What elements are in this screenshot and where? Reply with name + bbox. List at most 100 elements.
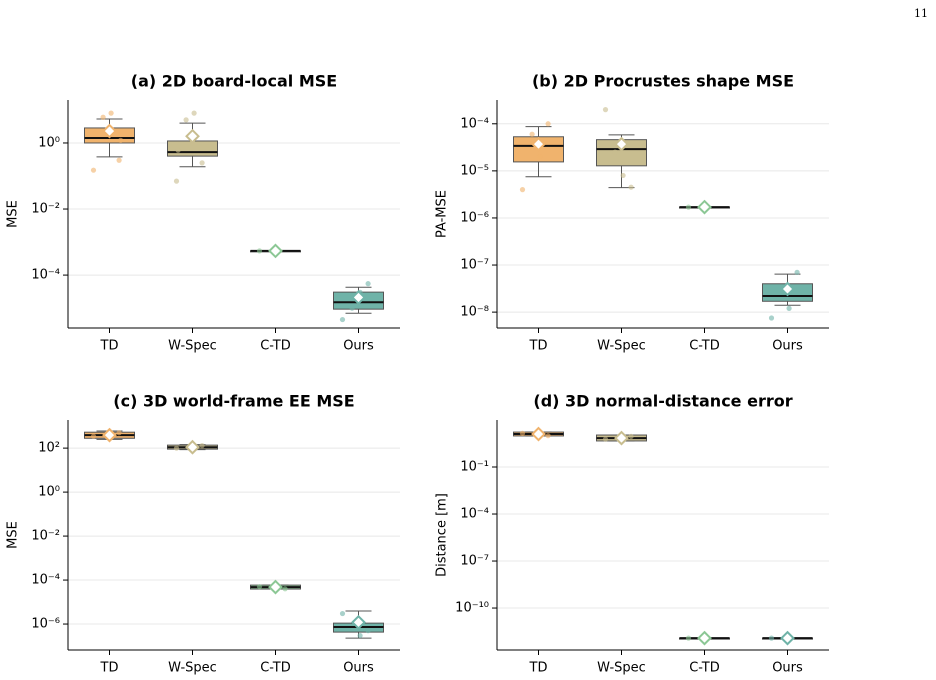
data-point bbox=[339, 610, 346, 617]
mean-marker bbox=[185, 439, 200, 455]
x-tick-label: TD bbox=[100, 661, 119, 676]
data-point bbox=[349, 305, 355, 311]
mean-marker bbox=[351, 614, 366, 630]
y-axis-label: MSE bbox=[6, 521, 21, 549]
y-tick-label: 10⁻¹⁰ bbox=[455, 601, 489, 616]
data-point bbox=[90, 167, 97, 173]
y-axis-label: Distance [m] bbox=[435, 493, 450, 577]
x-tick-label: C-TD bbox=[260, 661, 291, 676]
x-tick-label: C-TD bbox=[260, 339, 291, 354]
data-point bbox=[602, 436, 609, 442]
data-point bbox=[628, 184, 634, 190]
data-point bbox=[199, 160, 205, 166]
mean-marker bbox=[614, 136, 629, 152]
mean-marker bbox=[531, 136, 546, 152]
y-tick-label: 10² bbox=[38, 441, 60, 456]
data-point bbox=[256, 248, 263, 254]
y-tick-label: 10⁻¹ bbox=[460, 460, 489, 475]
x-tick-label: W-Spec bbox=[597, 339, 646, 354]
x-tick-label: Ours bbox=[772, 661, 803, 676]
data-point bbox=[545, 433, 551, 439]
y-axis-label: PA-MSE bbox=[435, 190, 450, 238]
y-tick-label: 10⁰ bbox=[38, 135, 60, 150]
mean-marker bbox=[185, 128, 200, 144]
data-point bbox=[256, 584, 263, 590]
data-point bbox=[173, 178, 180, 184]
y-tick-label: 10⁻⁶ bbox=[31, 617, 60, 632]
mean-marker bbox=[102, 427, 117, 443]
x-tick-label: W-Spec bbox=[597, 661, 646, 676]
y-tick-label: 10⁻² bbox=[31, 529, 60, 544]
data-point bbox=[116, 157, 122, 163]
x-tick-label: C-TD bbox=[689, 661, 720, 676]
chart-title: (d) 3D normal-distance error bbox=[533, 392, 792, 411]
data-point bbox=[183, 117, 189, 123]
x-tick-label: W-Spec bbox=[168, 661, 217, 676]
mean-marker bbox=[268, 579, 283, 595]
x-tick-label: W-Spec bbox=[168, 339, 217, 354]
mean-marker bbox=[780, 630, 795, 646]
data-point bbox=[768, 635, 775, 641]
y-tick-label: 10⁻⁵ bbox=[460, 163, 489, 178]
y-axis-label: MSE bbox=[6, 200, 21, 228]
data-point bbox=[519, 430, 526, 436]
x-tick-label: Ours bbox=[772, 339, 803, 354]
data-point bbox=[92, 130, 98, 136]
mean-marker bbox=[697, 630, 712, 646]
data-point bbox=[529, 131, 535, 137]
y-tick-label: 10⁻⁴ bbox=[31, 268, 60, 283]
mean-marker bbox=[697, 199, 712, 215]
data-point bbox=[685, 635, 692, 641]
x-tick-label: Ours bbox=[343, 661, 374, 676]
data-point bbox=[175, 147, 181, 153]
data-point bbox=[90, 433, 97, 439]
data-point bbox=[173, 445, 180, 451]
y-tick-label: 10⁻⁴ bbox=[31, 573, 60, 588]
data-point bbox=[118, 137, 124, 143]
data-point bbox=[602, 107, 609, 113]
data-point bbox=[612, 149, 618, 155]
y-tick-label: 10⁻⁴ bbox=[460, 507, 489, 522]
data-point bbox=[794, 269, 800, 275]
data-point bbox=[537, 154, 543, 160]
data-point bbox=[365, 281, 371, 287]
x-tick-label: C-TD bbox=[689, 339, 720, 354]
data-point bbox=[545, 121, 551, 127]
mean-marker bbox=[614, 430, 629, 446]
data-point bbox=[357, 632, 363, 639]
data-point bbox=[786, 305, 792, 311]
y-tick-label: 10⁻⁶ bbox=[460, 210, 489, 225]
data-point bbox=[768, 315, 775, 321]
mean-marker bbox=[102, 123, 117, 139]
data-point bbox=[191, 110, 197, 116]
data-point bbox=[620, 172, 626, 179]
mean-marker bbox=[351, 290, 366, 305]
data-point bbox=[339, 316, 346, 323]
chart-title: (a) 2D board-local MSE bbox=[131, 72, 337, 91]
mean-marker bbox=[780, 281, 795, 297]
data-point bbox=[365, 628, 371, 634]
data-point bbox=[100, 114, 106, 120]
y-tick-label: 10⁻⁷ bbox=[460, 554, 489, 569]
y-tick-label: 10⁻² bbox=[31, 202, 60, 217]
x-tick-label: TD bbox=[100, 339, 119, 354]
data-point bbox=[628, 433, 634, 439]
mean-marker bbox=[531, 426, 546, 442]
y-tick-label: 10⁻⁸ bbox=[460, 305, 489, 320]
chart-title: (b) 2D Procrustes shape MSE bbox=[532, 72, 794, 91]
data-point bbox=[519, 187, 526, 193]
data-point bbox=[199, 443, 205, 449]
x-tick-label: TD bbox=[529, 339, 548, 354]
data-point bbox=[116, 430, 122, 436]
chart-title: (c) 3D world-frame EE MSE bbox=[113, 392, 354, 411]
mean-marker bbox=[268, 243, 283, 259]
x-tick-label: TD bbox=[529, 661, 548, 676]
data-point bbox=[282, 586, 288, 592]
y-tick-label: 10⁻⁴ bbox=[460, 116, 489, 131]
x-tick-label: Ours bbox=[343, 339, 374, 354]
y-tick-label: 10⁰ bbox=[38, 485, 60, 500]
data-point bbox=[685, 204, 692, 210]
data-point bbox=[108, 110, 114, 116]
y-tick-label: 10⁻⁷ bbox=[460, 258, 489, 273]
